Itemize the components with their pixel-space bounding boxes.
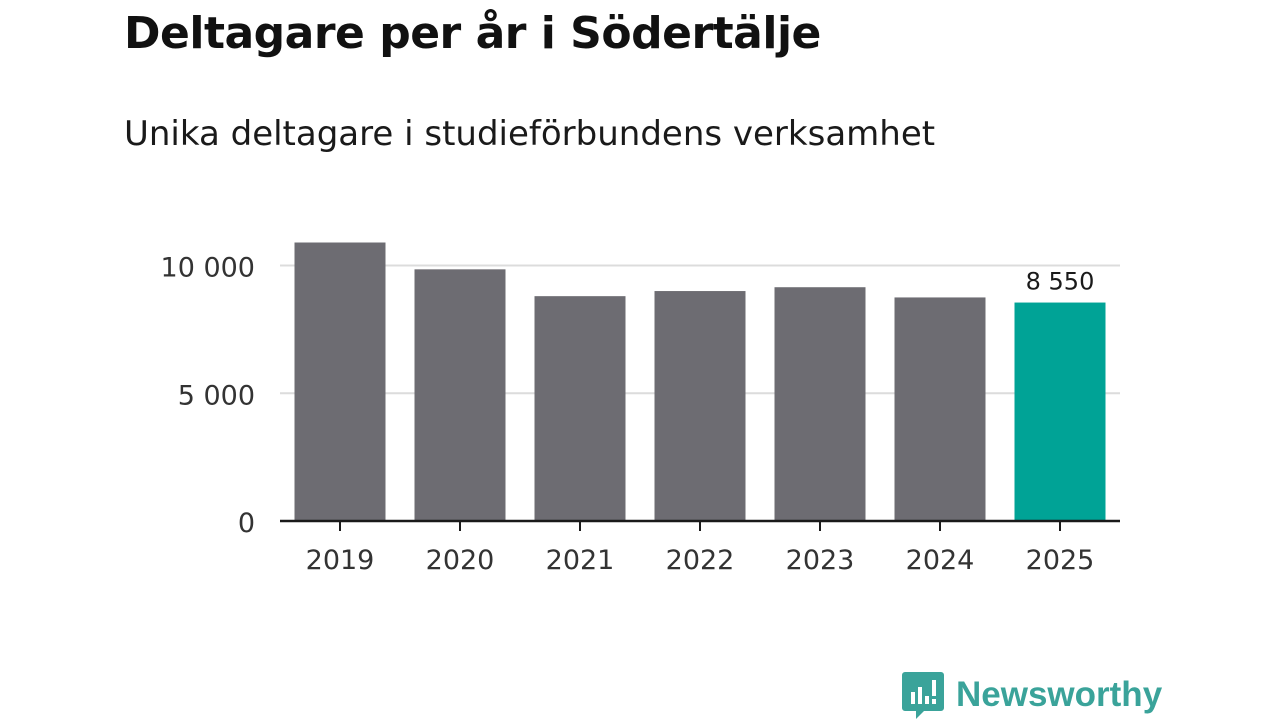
bar-2019	[294, 242, 386, 521]
chart-title: Deltagare per år i Södertälje	[124, 8, 821, 59]
bar-2021	[534, 296, 626, 521]
y-tick-label: 10 000	[161, 253, 255, 284]
x-tick-label: 2023	[786, 545, 855, 576]
x-tick-label: 2022	[666, 545, 735, 576]
newsworthy-logo-icon	[902, 672, 944, 719]
x-tick-label: 2025	[1026, 545, 1095, 576]
bar-2020	[414, 269, 506, 521]
brand-name: Newsworthy	[956, 675, 1163, 714]
bar-2024	[894, 297, 986, 521]
bar-2022	[654, 291, 746, 521]
bar-2025	[1014, 302, 1106, 521]
bar-2023	[774, 287, 866, 521]
data-label: 8 550	[1026, 268, 1095, 296]
x-tick-label: 2019	[306, 545, 375, 576]
y-tick-label: 5 000	[178, 380, 255, 411]
x-tick-label: 2020	[426, 545, 495, 576]
chart-subtitle: Unika deltagare i studieförbundens verks…	[124, 114, 936, 154]
newsworthy-logo: Newsworthy	[902, 670, 1162, 720]
y-tick-label: 0	[238, 508, 255, 539]
x-tick-label: 2024	[906, 545, 975, 576]
x-tick-label: 2021	[546, 545, 615, 576]
